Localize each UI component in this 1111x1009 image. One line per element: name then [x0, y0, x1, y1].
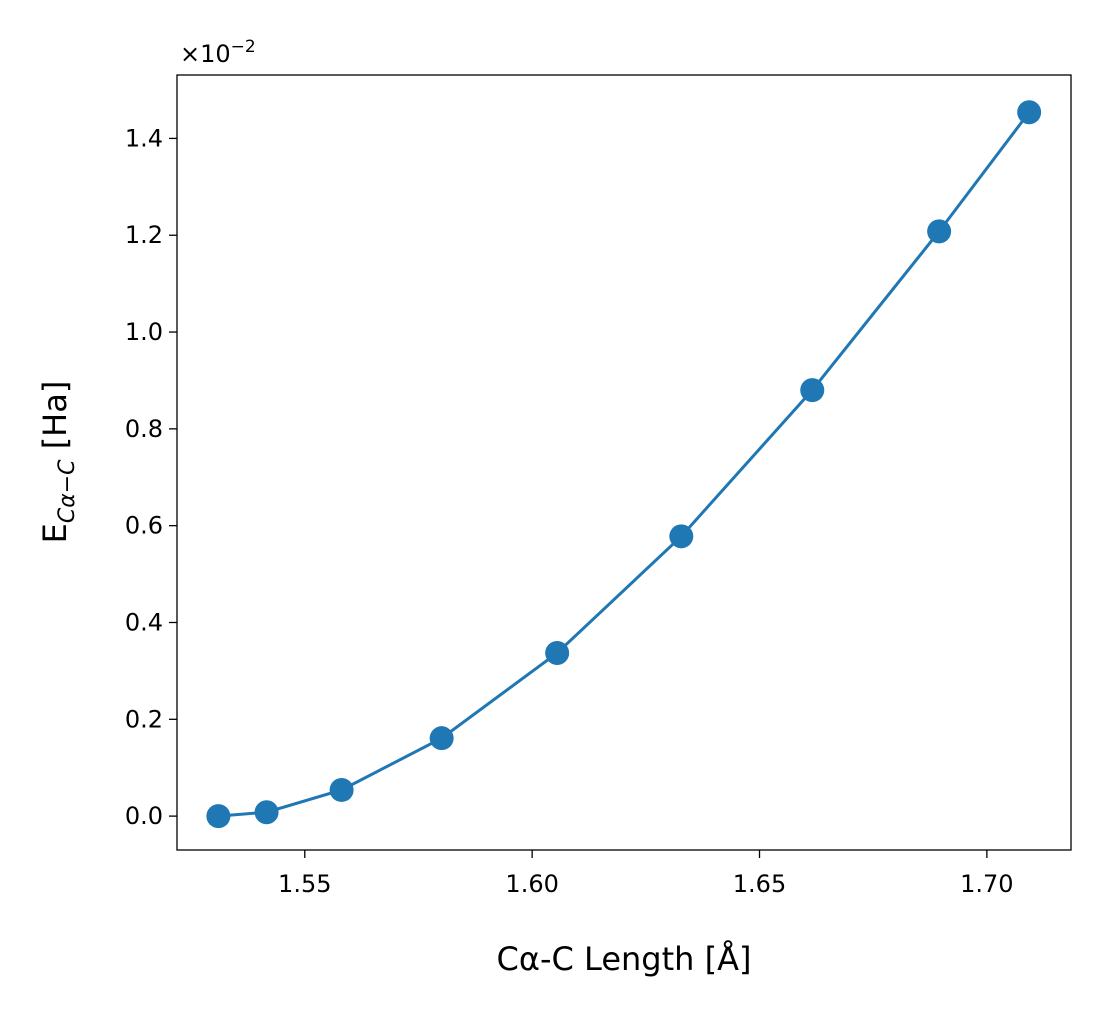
data-point	[429, 726, 454, 751]
y-multiplier: ×10−2	[180, 37, 256, 68]
data-point	[669, 524, 694, 549]
data-point	[329, 777, 354, 802]
data-point	[545, 640, 570, 665]
y-tick-label: 0.6	[125, 512, 163, 540]
data-point	[206, 804, 231, 829]
y-tick-label: 0.8	[125, 415, 163, 443]
x-tick-label: 1.65	[733, 870, 786, 898]
y-tick-label: 1.0	[125, 318, 163, 346]
x-tick-label: 1.70	[960, 870, 1013, 898]
y-axis-label: ECα−C [Ha]	[36, 381, 80, 544]
data-point	[1017, 100, 1042, 125]
y-tick-label: 1.2	[125, 221, 163, 249]
data-point	[800, 378, 825, 403]
series-line	[218, 111, 1031, 818]
data-point	[927, 219, 952, 244]
y-tick-label: 1.4	[125, 124, 163, 152]
x-tick-label: 1.55	[278, 870, 331, 898]
y-tick-label: 0.2	[125, 705, 163, 733]
y-tick-label: 0.4	[125, 608, 163, 636]
x-axis-label: Cα-C Length [Å]	[497, 940, 752, 978]
x-tick-label: 1.60	[505, 870, 558, 898]
y-tick-label: 0.0	[125, 802, 163, 830]
plot-frame	[176, 74, 1072, 851]
data-point	[254, 800, 279, 825]
